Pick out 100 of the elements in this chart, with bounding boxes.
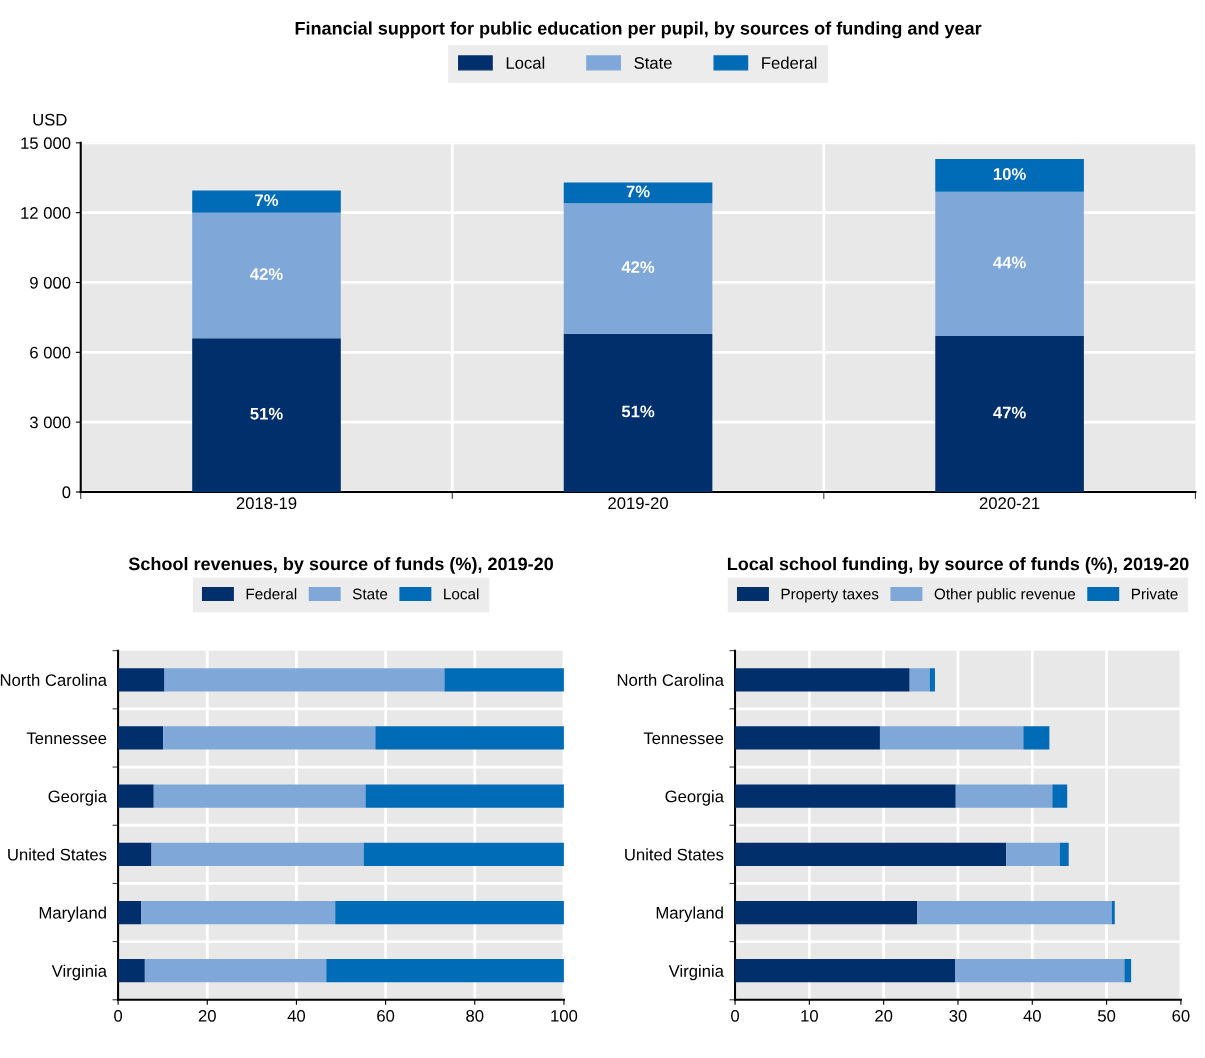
bar	[335, 900, 564, 925]
bar	[909, 668, 930, 692]
bar	[563, 333, 713, 492]
y-axis-title: USD	[33, 113, 67, 126]
x-tick-label: 10	[801, 1009, 818, 1022]
bar	[917, 900, 1112, 925]
annotation: 42%	[621, 261, 655, 273]
y-tick-label: Maryland	[656, 906, 723, 923]
legend-label: Other public revenue	[934, 588, 1076, 603]
x-tick-label: 50	[1097, 1009, 1116, 1022]
annotation: 7%	[255, 194, 279, 207]
bar	[1124, 959, 1132, 983]
y-tick-label: Georgia	[665, 790, 724, 806]
bar	[563, 182, 713, 204]
bar	[935, 159, 1084, 192]
chart-title: Financial support for public education per pupil, by sources of funding and year	[295, 21, 982, 39]
bar	[735, 959, 955, 983]
chart-title: School revenues, by source of funds (%), 2019-20	[128, 557, 554, 574]
bar	[735, 784, 956, 808]
x-tick-label: 40	[1023, 1009, 1041, 1022]
x-tick-label: 2020-21	[979, 497, 1040, 510]
bar	[879, 726, 1024, 750]
bar	[118, 959, 145, 983]
bar	[192, 190, 341, 213]
chart-title: Local school funding, by source of funds (%), 2019-20	[727, 557, 1189, 574]
x-tick-label: 0	[731, 1009, 740, 1022]
y-tick-label: 6 000	[30, 346, 71, 359]
x-tick-label: 2019-20	[608, 497, 668, 510]
y-tick-label: Georgia	[48, 790, 107, 806]
legend-label: Local	[444, 588, 479, 600]
y-tick-label: North Carolina	[617, 673, 724, 686]
x-tick-label: 60	[1172, 1009, 1190, 1022]
annotation: 51%	[250, 407, 283, 420]
bar	[153, 784, 366, 808]
annotation: 10%	[993, 168, 1026, 180]
bar	[363, 842, 564, 866]
y-tick-label: Tennessee	[643, 732, 724, 745]
legend-label: State	[352, 588, 388, 600]
bar	[118, 726, 164, 750]
legend-label: Private	[1132, 588, 1178, 600]
y-tick-label: Virginia	[51, 964, 107, 981]
x-tick-label: 80	[466, 1009, 484, 1022]
y-tick-label: 9 000	[30, 276, 71, 289]
x-tick-label: 30	[949, 1009, 967, 1022]
annotation: 44%	[993, 256, 1026, 269]
x-tick-label: 20	[875, 1009, 893, 1022]
bar	[1023, 726, 1050, 750]
bar	[118, 668, 165, 692]
bar	[163, 726, 376, 750]
bar	[118, 842, 152, 866]
bar	[955, 959, 1125, 983]
y-tick-label: United States	[8, 848, 107, 861]
x-tick-label: 60	[377, 1009, 395, 1022]
annotation: 51%	[621, 405, 655, 418]
y-tick-label: Maryland	[39, 906, 106, 923]
y-tick-label: Virginia	[668, 964, 724, 981]
bar	[118, 900, 142, 925]
x-tick-label: 20	[198, 1009, 216, 1022]
y-tick-label: North Carolina	[0, 673, 107, 686]
bar	[735, 726, 880, 750]
y-tick-label: 3 000	[29, 416, 71, 429]
bar	[326, 959, 564, 983]
x-tick-label: 2018-19	[236, 497, 297, 510]
bar	[1052, 784, 1068, 808]
bar	[164, 668, 445, 692]
legend-label: Property taxes	[781, 588, 879, 603]
bar	[735, 842, 1007, 866]
bar	[929, 668, 935, 692]
y-tick-label: 0	[62, 486, 71, 499]
annotation: 7%	[626, 185, 650, 198]
bar	[144, 959, 327, 983]
bar	[192, 338, 341, 492]
x-tick-label: 0	[114, 1009, 123, 1022]
legend-label: State	[634, 57, 672, 69]
bar	[118, 784, 154, 808]
bar	[192, 212, 341, 339]
legend-label: Federal	[762, 56, 817, 69]
bar	[1006, 842, 1060, 866]
x-tick-label: 100	[551, 1009, 578, 1022]
bar	[1059, 842, 1069, 866]
y-tick-label: Tennessee	[26, 732, 107, 745]
annotation: 47%	[993, 406, 1026, 419]
bar	[955, 784, 1053, 808]
bar	[563, 203, 713, 334]
bar	[935, 191, 1084, 337]
bar	[935, 336, 1084, 492]
y-tick-label: United States	[625, 848, 724, 861]
bar	[365, 784, 564, 808]
bar	[444, 668, 564, 692]
legend-label: Federal	[246, 588, 297, 600]
bar	[375, 726, 564, 750]
bar	[151, 842, 364, 866]
legend-label: Local	[506, 56, 545, 69]
bar	[1111, 900, 1115, 925]
y-tick-label: 15 000	[21, 137, 71, 150]
y-tick-label: 12 000	[21, 207, 71, 219]
annotation: 42%	[250, 268, 283, 280]
x-tick-label: 40	[287, 1009, 306, 1022]
bar	[141, 900, 336, 925]
bar	[735, 668, 910, 692]
